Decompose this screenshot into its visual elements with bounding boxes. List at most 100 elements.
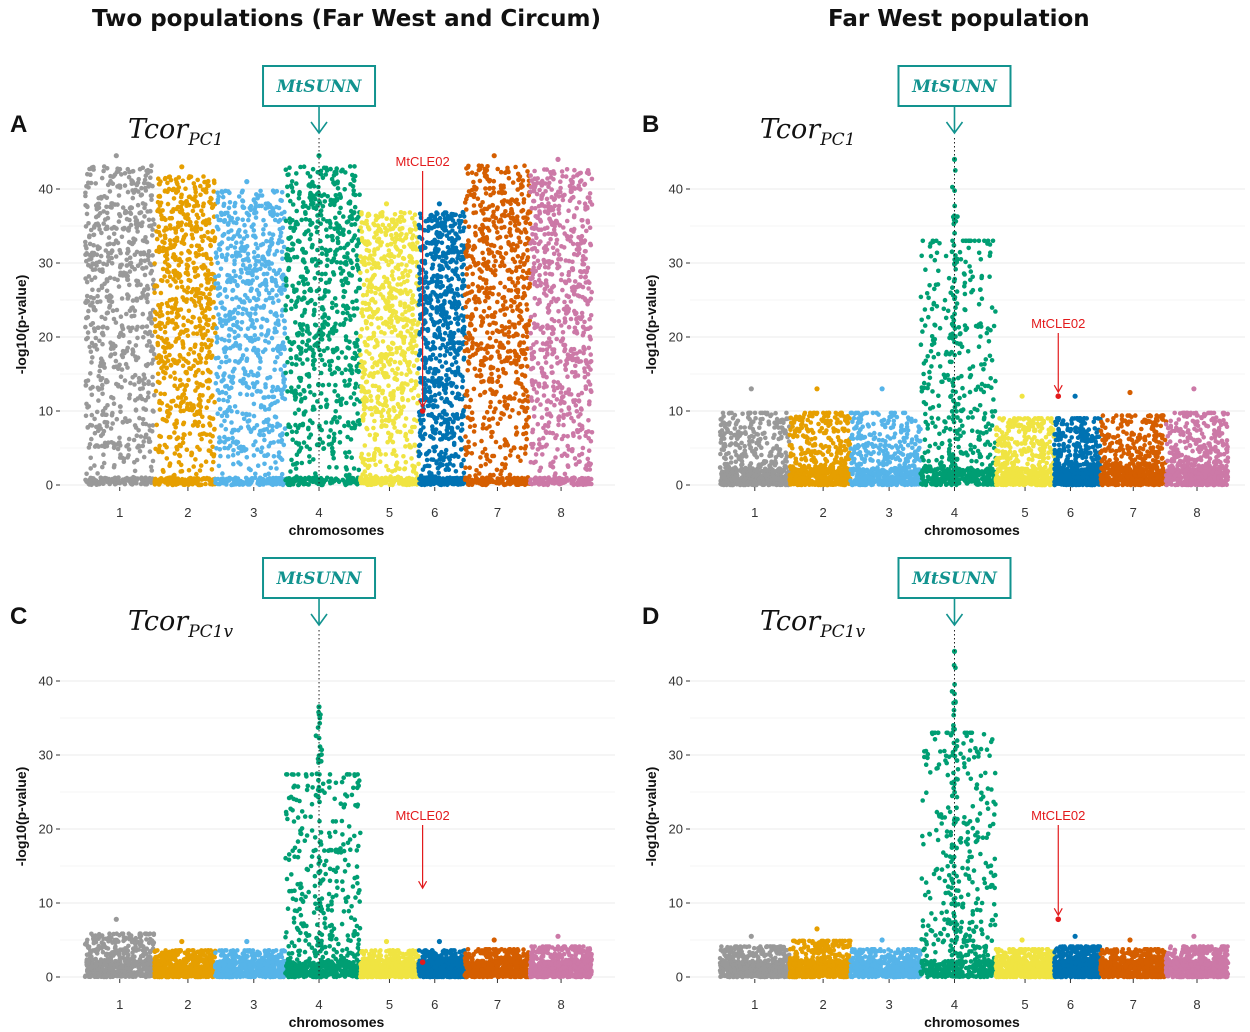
data-point xyxy=(357,348,362,353)
data-point xyxy=(348,437,354,442)
data-point xyxy=(223,426,229,432)
data-point xyxy=(293,362,299,367)
data-point xyxy=(257,355,263,361)
data-point xyxy=(388,346,394,352)
data-point xyxy=(444,417,450,423)
data-point xyxy=(246,477,251,483)
data-point xyxy=(398,330,404,336)
data-point xyxy=(250,306,255,311)
data-point xyxy=(308,190,313,196)
data-point xyxy=(217,447,223,452)
data-point xyxy=(345,241,351,247)
data-point xyxy=(198,283,204,288)
data-point xyxy=(145,299,150,305)
data-point xyxy=(282,331,288,336)
data-point xyxy=(172,476,177,482)
data-point xyxy=(442,298,447,304)
data-point xyxy=(338,260,344,265)
data-point xyxy=(84,279,90,285)
data-point xyxy=(180,178,186,184)
data-point xyxy=(394,377,400,383)
data-point xyxy=(253,241,259,247)
data-point xyxy=(230,435,235,441)
data-point xyxy=(100,325,105,330)
data-point xyxy=(206,476,212,481)
data-point xyxy=(126,174,132,180)
data-point xyxy=(205,354,211,359)
data-point xyxy=(86,404,92,409)
data-point xyxy=(446,455,451,460)
data-point xyxy=(221,373,226,378)
data-point xyxy=(453,271,458,277)
data-point xyxy=(417,351,423,356)
data-point xyxy=(332,415,338,420)
data-point xyxy=(251,384,257,390)
data-point xyxy=(227,200,233,205)
data-point xyxy=(191,464,196,469)
data-point xyxy=(232,427,237,433)
data-point xyxy=(405,278,410,284)
data-point xyxy=(360,456,366,462)
data-point xyxy=(165,303,171,309)
data-point xyxy=(243,229,248,234)
data-point xyxy=(474,171,479,177)
data-point xyxy=(230,296,235,302)
data-point xyxy=(296,384,301,390)
data-point xyxy=(180,340,186,346)
data-point xyxy=(313,206,319,212)
data-point xyxy=(211,453,216,459)
data-point xyxy=(101,452,106,458)
data-point xyxy=(223,345,228,351)
data-point xyxy=(244,411,249,417)
data-point xyxy=(286,172,291,177)
data-point xyxy=(247,263,253,269)
data-point xyxy=(459,437,464,443)
data-point xyxy=(90,355,95,360)
data-point xyxy=(146,436,152,441)
data-point xyxy=(137,415,142,421)
data-point xyxy=(344,262,349,267)
data-point xyxy=(134,249,140,255)
data-point xyxy=(372,344,378,350)
data-point xyxy=(178,469,183,474)
data-point xyxy=(330,331,336,336)
data-point xyxy=(225,222,231,227)
data-point xyxy=(416,393,421,399)
data-point xyxy=(188,174,194,180)
data-point xyxy=(204,317,210,323)
data-point xyxy=(187,256,192,262)
data-point xyxy=(438,285,443,290)
data-point xyxy=(199,246,204,252)
data-point xyxy=(344,481,350,487)
data-point xyxy=(164,337,170,342)
data-point xyxy=(85,425,90,430)
data-point xyxy=(402,334,408,340)
data-point xyxy=(461,470,467,476)
data-point xyxy=(429,457,434,462)
data-point xyxy=(312,357,318,363)
data-point xyxy=(459,427,465,432)
data-point xyxy=(448,380,454,386)
data-point xyxy=(326,434,332,440)
data-point xyxy=(248,467,253,473)
data-point xyxy=(352,173,358,179)
data-point xyxy=(116,284,122,289)
data-point xyxy=(257,432,263,438)
data-point xyxy=(106,440,111,446)
data-point xyxy=(157,322,162,328)
data-point xyxy=(139,324,145,330)
data-point xyxy=(263,222,268,228)
data-point xyxy=(189,407,195,413)
data-point xyxy=(204,405,209,411)
data-point xyxy=(89,436,94,442)
data-point xyxy=(355,419,361,424)
data-point xyxy=(140,290,145,296)
data-point xyxy=(226,333,232,338)
data-point xyxy=(306,384,312,389)
data-point xyxy=(95,471,100,476)
data-point xyxy=(380,354,386,360)
data-point xyxy=(245,424,251,429)
data-point xyxy=(118,409,123,415)
data-point xyxy=(444,412,450,417)
data-point xyxy=(127,169,132,175)
